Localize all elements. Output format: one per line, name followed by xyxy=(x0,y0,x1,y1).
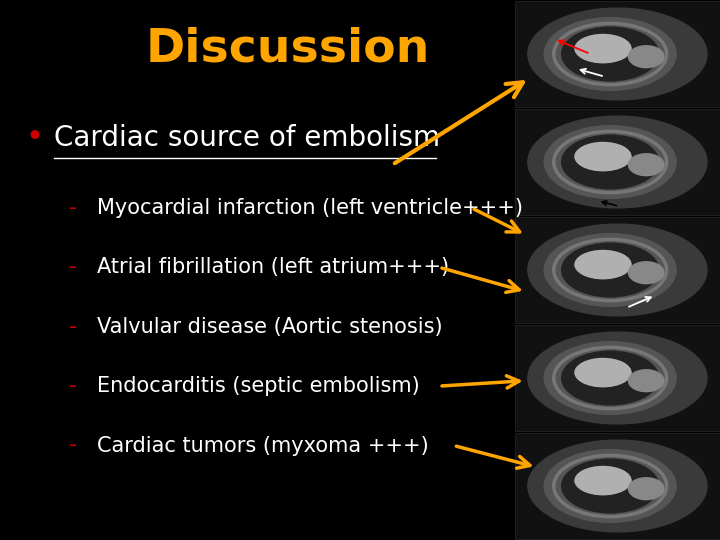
Ellipse shape xyxy=(527,224,708,316)
Ellipse shape xyxy=(628,477,665,501)
Text: -: - xyxy=(68,257,76,278)
Text: Valvular disease (Aortic stenosis): Valvular disease (Aortic stenosis) xyxy=(97,316,443,337)
Ellipse shape xyxy=(544,449,677,523)
Ellipse shape xyxy=(575,142,631,171)
Ellipse shape xyxy=(628,45,665,69)
Text: -: - xyxy=(68,435,76,456)
Bar xyxy=(515,433,720,539)
Text: Atrial fibrillation (left atrium+++): Atrial fibrillation (left atrium+++) xyxy=(97,257,449,278)
Ellipse shape xyxy=(575,250,631,279)
Ellipse shape xyxy=(561,134,660,190)
Ellipse shape xyxy=(527,332,708,424)
Bar xyxy=(515,109,720,215)
Bar xyxy=(515,1,720,107)
Text: Myocardial infarction (left ventricle+++): Myocardial infarction (left ventricle+++… xyxy=(97,198,523,218)
Ellipse shape xyxy=(527,8,708,100)
Ellipse shape xyxy=(544,341,677,415)
Text: Discussion: Discussion xyxy=(146,27,430,72)
Text: •: • xyxy=(25,123,43,152)
Ellipse shape xyxy=(628,261,665,285)
Ellipse shape xyxy=(561,242,660,298)
Ellipse shape xyxy=(527,440,708,532)
Ellipse shape xyxy=(575,34,631,63)
Text: Cardiac tumors (myxoma +++): Cardiac tumors (myxoma +++) xyxy=(97,435,429,456)
Ellipse shape xyxy=(544,125,677,199)
Ellipse shape xyxy=(561,458,660,514)
Bar xyxy=(515,217,720,323)
Ellipse shape xyxy=(575,466,631,495)
Ellipse shape xyxy=(628,153,665,177)
Text: -: - xyxy=(68,376,76,396)
Ellipse shape xyxy=(561,26,660,82)
Ellipse shape xyxy=(544,17,677,91)
Bar xyxy=(515,325,720,431)
Text: -: - xyxy=(68,316,76,337)
Ellipse shape xyxy=(575,358,631,387)
Text: -: - xyxy=(68,198,76,218)
Ellipse shape xyxy=(561,350,660,406)
Text: Cardiac source of embolism: Cardiac source of embolism xyxy=(54,124,440,152)
Ellipse shape xyxy=(628,369,665,393)
Ellipse shape xyxy=(527,116,708,208)
Ellipse shape xyxy=(544,233,677,307)
Text: Endocarditis (septic embolism): Endocarditis (septic embolism) xyxy=(97,376,420,396)
